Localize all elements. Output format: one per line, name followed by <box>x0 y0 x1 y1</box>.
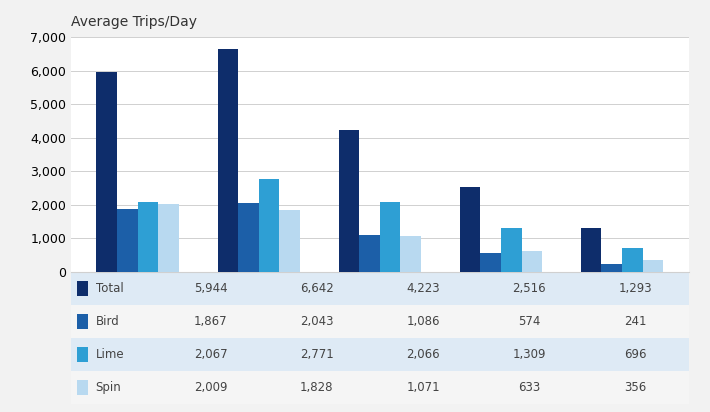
Bar <box>400 236 421 272</box>
FancyBboxPatch shape <box>71 272 689 305</box>
Bar <box>601 264 622 272</box>
Text: 2,516: 2,516 <box>513 282 546 295</box>
Text: Bird: Bird <box>96 315 119 328</box>
Bar <box>238 203 258 272</box>
Bar <box>501 228 522 272</box>
Bar <box>359 235 380 272</box>
Text: 1,293: 1,293 <box>619 282 652 295</box>
Text: 2,771: 2,771 <box>300 348 334 361</box>
Bar <box>158 204 179 272</box>
Bar <box>279 211 300 272</box>
Text: 1,071: 1,071 <box>406 381 440 394</box>
Text: 356: 356 <box>625 381 647 394</box>
Bar <box>622 248 643 272</box>
Text: 1,309: 1,309 <box>513 348 546 361</box>
Bar <box>97 73 117 272</box>
FancyBboxPatch shape <box>71 338 689 371</box>
FancyBboxPatch shape <box>71 305 689 338</box>
Bar <box>581 228 601 272</box>
Text: 2,043: 2,043 <box>300 315 334 328</box>
Text: 696: 696 <box>624 348 647 361</box>
Text: 2,067: 2,067 <box>194 348 227 361</box>
Text: 1,867: 1,867 <box>194 315 227 328</box>
Text: Lime: Lime <box>96 348 124 361</box>
Bar <box>522 250 542 272</box>
Bar <box>258 179 279 272</box>
Text: Total: Total <box>96 282 124 295</box>
FancyBboxPatch shape <box>71 371 689 404</box>
Bar <box>643 260 663 272</box>
Text: 574: 574 <box>518 315 540 328</box>
Bar <box>339 130 359 272</box>
Text: 2,009: 2,009 <box>194 381 227 394</box>
Text: 241: 241 <box>624 315 647 328</box>
FancyBboxPatch shape <box>77 281 88 296</box>
Text: Spin: Spin <box>96 381 121 394</box>
Text: Average Trips/Day: Average Trips/Day <box>71 15 197 29</box>
Text: 5,944: 5,944 <box>194 282 227 295</box>
Text: 2,066: 2,066 <box>406 348 440 361</box>
Text: 633: 633 <box>518 381 540 394</box>
FancyBboxPatch shape <box>77 380 88 395</box>
FancyBboxPatch shape <box>77 314 88 329</box>
Bar <box>117 209 138 272</box>
Text: 1,828: 1,828 <box>300 381 334 394</box>
Bar <box>460 187 481 272</box>
Bar <box>138 202 158 272</box>
Bar <box>481 253 501 272</box>
Text: 1,086: 1,086 <box>406 315 439 328</box>
Text: 6,642: 6,642 <box>300 282 334 295</box>
Bar <box>217 49 238 272</box>
Text: 4,223: 4,223 <box>406 282 440 295</box>
FancyBboxPatch shape <box>77 347 88 362</box>
Bar <box>380 202 400 272</box>
